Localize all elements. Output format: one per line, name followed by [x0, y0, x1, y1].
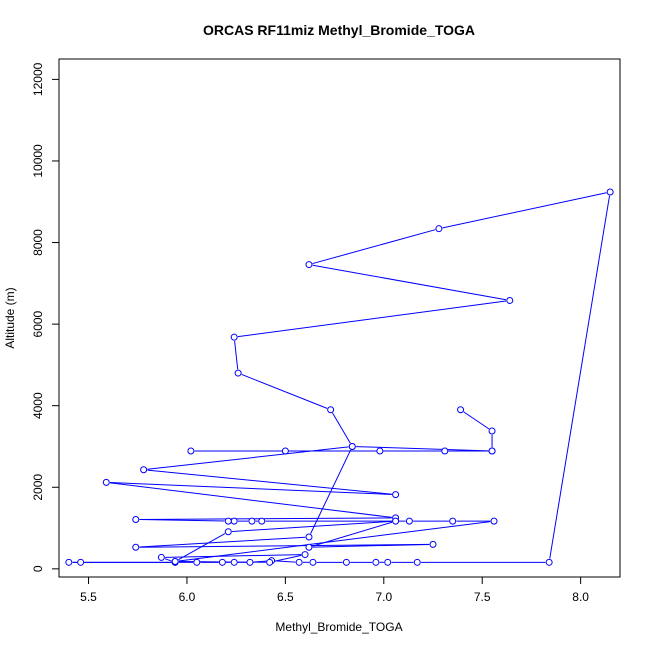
data-point: [413, 558, 421, 566]
series-segment: [178, 533, 226, 561]
y-tick-label: 6000: [31, 310, 45, 337]
series-segment: [139, 543, 430, 548]
data-point: [490, 517, 498, 525]
data-point: [384, 558, 392, 566]
data-point: [230, 517, 238, 525]
series-segment: [147, 469, 392, 495]
plot-area: [58, 58, 621, 578]
data-point: [187, 447, 195, 455]
series-segment: [356, 446, 489, 452]
x-tick-label: 8.0: [572, 590, 589, 604]
data-point: [132, 543, 140, 551]
series-segment: [237, 300, 507, 338]
data-point: [305, 543, 313, 551]
data-point: [65, 558, 73, 566]
chart-title: ORCAS RF11miz Methyl_Bromide_TOGA: [203, 22, 475, 38]
series-segment: [312, 521, 393, 547]
series-segment: [147, 446, 349, 470]
data-point: [193, 558, 201, 566]
data-point: [171, 558, 179, 566]
data-point: [606, 188, 614, 196]
data-point: [157, 553, 165, 561]
data-point: [405, 517, 413, 525]
y-axis: 0 2000 4000 6000 8000 10000 12000: [31, 62, 60, 572]
x-axis-label: Methyl_Bromide_TOGA: [275, 620, 402, 634]
x-tick-label: 7.5: [474, 590, 491, 604]
series-segment: [232, 520, 392, 532]
data-point: [102, 478, 110, 486]
y-tick-label: 12000: [31, 62, 45, 96]
data-point: [305, 261, 313, 269]
data-point: [230, 558, 238, 566]
data-point: [376, 447, 384, 455]
data-point: [218, 558, 226, 566]
data-point: [342, 558, 350, 566]
series-segment: [164, 558, 172, 562]
data-point: [246, 558, 254, 566]
series-segment: [178, 521, 491, 562]
series-segment: [312, 543, 430, 548]
y-tick-label: 8000: [31, 229, 45, 256]
x-tick-label: 5.5: [80, 590, 97, 604]
data-point: [392, 517, 400, 525]
data-point: [295, 558, 303, 566]
x-axis: 5.5 6.0 6.5 7.0 7.5 8.0: [80, 576, 589, 604]
series-segment: [110, 482, 392, 495]
data-point: [327, 406, 335, 414]
data-point: [230, 333, 238, 341]
data-point: [301, 551, 309, 559]
data-point: [449, 517, 457, 525]
y-tick-label: 4000: [31, 392, 45, 419]
data-point: [224, 517, 232, 525]
data-point: [140, 466, 148, 474]
y-tick-label: 10000: [31, 144, 45, 178]
data-point: [258, 517, 266, 525]
series-segment: [549, 195, 611, 559]
data-point: [441, 447, 449, 455]
data-point: [132, 515, 140, 523]
data-point: [392, 491, 400, 499]
series-segment: [139, 517, 392, 520]
data-point: [545, 558, 553, 566]
series-segment: [139, 536, 306, 548]
series-segment: [312, 264, 507, 301]
data-point: [348, 442, 356, 450]
data-point: [457, 406, 465, 414]
data-point: [429, 540, 437, 548]
y-tick-label: 2000: [31, 474, 45, 501]
series-segment: [109, 482, 392, 518]
series-segment: [442, 192, 607, 229]
series-segment: [275, 560, 296, 563]
series-segment: [273, 554, 302, 562]
data-point: [224, 528, 232, 536]
y-tick-label: 0: [31, 565, 45, 572]
series-segment: [234, 340, 239, 370]
x-tick-label: 7.0: [375, 590, 392, 604]
data-point: [488, 447, 496, 455]
data-point: [372, 558, 380, 566]
data-point: [248, 517, 256, 525]
data-point: [234, 369, 242, 377]
x-tick-label: 6.5: [277, 590, 294, 604]
series-segment: [310, 449, 352, 534]
series-segment: [332, 412, 351, 444]
series-segment: [312, 229, 436, 265]
data-point: [506, 296, 514, 304]
x-tick-label: 6.0: [179, 590, 196, 604]
data-point: [281, 447, 289, 455]
data-point: [77, 558, 85, 566]
data-point: [266, 558, 274, 566]
data-point: [305, 533, 313, 541]
data-point: [488, 427, 496, 435]
series-segment: [165, 554, 302, 558]
data-point: [435, 225, 443, 233]
y-axis-label: Altitude (m): [3, 287, 17, 348]
series-segment: [463, 411, 490, 430]
data-point: [309, 558, 317, 566]
series-layer: [65, 188, 614, 566]
series-segment: [241, 373, 328, 409]
